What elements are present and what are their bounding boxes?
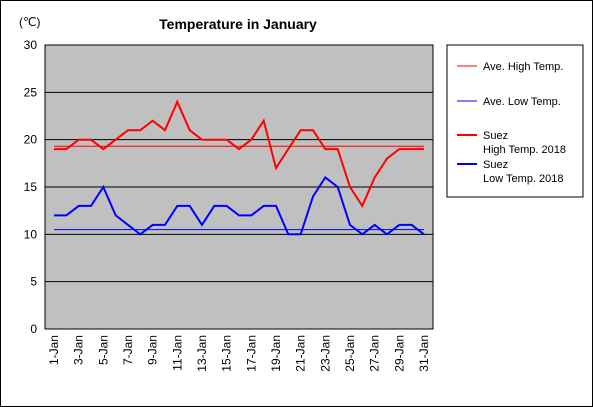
legend-label-4: Suez Low Temp. 2018 bbox=[483, 159, 564, 185]
x-tick-label: 15-Jan bbox=[220, 335, 234, 372]
chart-title: Temperature in January bbox=[159, 16, 317, 32]
legend bbox=[446, 44, 584, 198]
x-tick-label: 13-Jan bbox=[195, 335, 209, 372]
series-line-4 bbox=[54, 176, 425, 236]
legend-label-2: Ave. Low Temp. bbox=[483, 96, 561, 108]
x-tick-label: 1-Jan bbox=[47, 335, 61, 365]
x-tick-label: 7-Jan bbox=[121, 335, 135, 365]
x-tick-label: 31-Jan bbox=[417, 335, 431, 372]
y-tick-label: 30 bbox=[24, 38, 38, 52]
x-axis-ticks: 1-Jan 3-Jan 5-Jan 7-Jan 9-Jan 11-Jan 13-Jan 15-… bbox=[47, 335, 431, 372]
x-tick-label: 17-Jan bbox=[244, 335, 258, 372]
series-lines bbox=[54, 99, 425, 236]
x-tick-label: 11-Jan bbox=[170, 335, 184, 371]
grid-lines bbox=[45, 91, 433, 283]
x-tick-label: 21-Jan bbox=[294, 335, 308, 372]
x-tick-label: 5-Jan bbox=[96, 335, 110, 365]
series-line-3 bbox=[54, 99, 424, 209]
legend-label-3: Suez High Temp. 2018 bbox=[483, 130, 566, 156]
x-tick-label: 9-Jan bbox=[146, 335, 160, 365]
x-tick-label: 27-Jan bbox=[368, 335, 382, 372]
y-tick-label: 15 bbox=[24, 180, 38, 194]
y-tick-label: 25 bbox=[24, 85, 38, 99]
unit-label: (℃) bbox=[19, 15, 40, 29]
y-tick-label: 20 bbox=[24, 133, 38, 147]
x-tick-label: 25-Jan bbox=[343, 335, 357, 372]
y-axis-ticks: 0 5 10 15 20 25 30 bbox=[24, 38, 38, 336]
x-tick-label: 29-Jan bbox=[392, 335, 406, 372]
y-tick-label: 5 bbox=[30, 275, 37, 289]
y-tick-label: 10 bbox=[24, 227, 38, 241]
x-tick-label: 19-Jan bbox=[269, 335, 283, 372]
y-tick-label: 0 bbox=[30, 322, 37, 336]
legend-label-1: Ave. High Temp. bbox=[483, 61, 563, 73]
x-tick-label: 3-Jan bbox=[72, 335, 86, 365]
legend-entries: Ave. High Temp. Ave. Low Temp. Suez High Te… bbox=[457, 61, 566, 185]
x-tick-label: 23-Jan bbox=[318, 335, 332, 372]
